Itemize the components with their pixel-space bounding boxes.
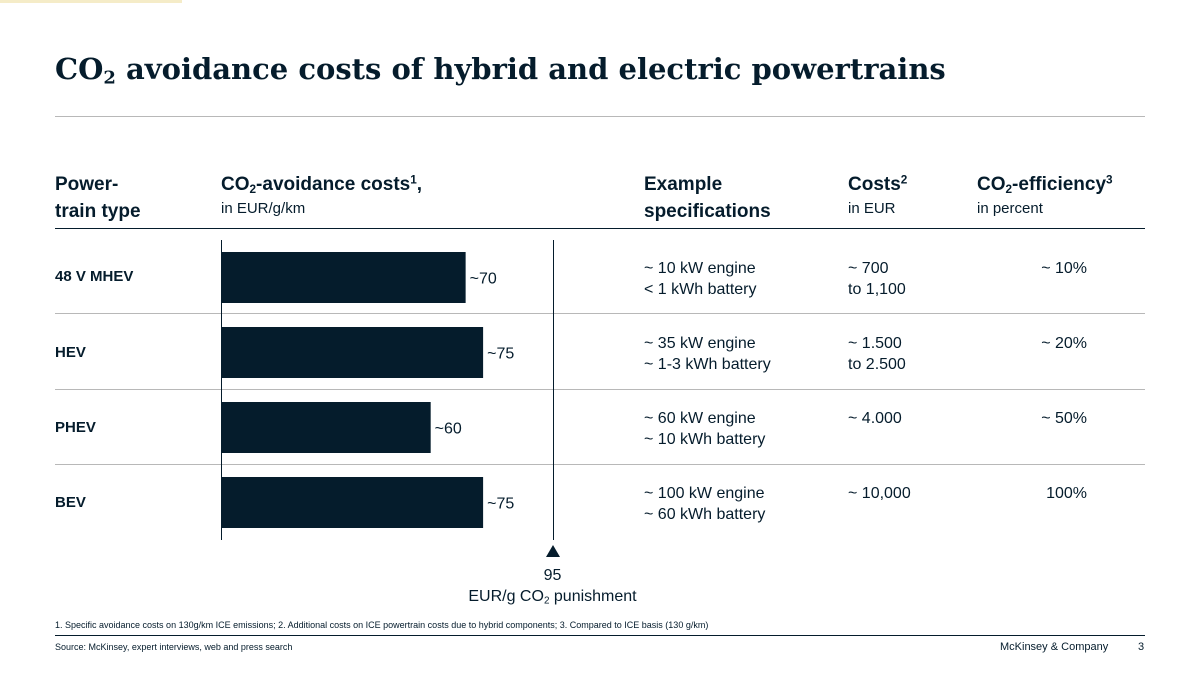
bar	[221, 327, 484, 378]
title-rule	[55, 116, 1145, 117]
bar-value-label: ~75	[487, 346, 514, 363]
row-label-bev: BEV	[55, 494, 86, 511]
bar-value-label: ~70	[470, 271, 497, 288]
bar	[221, 252, 466, 303]
triangle-marker-icon	[546, 545, 560, 557]
page-number: 3	[1138, 641, 1145, 653]
header-efficiency-unit: in percent	[977, 200, 1043, 217]
footer-rule	[55, 635, 1145, 636]
header-avoidance-unit: in EUR/g/km	[221, 200, 306, 217]
spec-cell: ~ 60 kW engine ~ 10 kWh battery	[644, 410, 766, 448]
bar-value-label: ~75	[487, 496, 514, 513]
row-label-phev: PHEV	[55, 419, 96, 436]
footnote: 1. Specific avoidance costs on 130g/km I…	[55, 620, 709, 630]
spec-cell: ~ 35 kW engine ~ 1-3 kWh battery	[644, 335, 771, 373]
accent-bar	[0, 0, 182, 3]
cost-cell: ~ 1.500 to 2.500	[848, 335, 906, 373]
bar	[221, 402, 431, 453]
spec-cell: ~ 100 kW engine ~ 60 kWh battery	[644, 485, 766, 523]
header-powertrain-type: Power- train type	[55, 174, 141, 222]
header-avoidance-costs: CO2-avoidance costs1, in EUR/g/km	[221, 171, 422, 220]
brand-name: McKinsey & Company	[1000, 641, 1109, 653]
cost-cell: ~ 4.000	[848, 410, 902, 427]
bar-value-label: ~60	[435, 421, 462, 438]
punishment-caption: EUR/g CO2 punishment	[468, 588, 637, 607]
cost-cell: ~ 10,000	[848, 485, 911, 502]
efficiency-cell: ~ 20%	[1041, 335, 1087, 352]
header-co2-efficiency: CO2-efficiency3 in percent	[977, 171, 1113, 220]
spec-cell: ~ 10 kW engine < 1 kWh battery	[644, 260, 757, 298]
efficiency-cell: 100%	[1046, 485, 1087, 502]
source-note: Source: McKinsey, expert interviews, web…	[55, 642, 293, 652]
bar	[221, 477, 484, 528]
row-separator	[55, 389, 1145, 390]
punishment-label: 95 EUR/g CO2 punishment	[440, 565, 665, 607]
row-separator	[55, 313, 1145, 314]
header-rule	[55, 228, 1145, 229]
header-costs: Costs2 in EUR	[848, 171, 907, 220]
efficiency-cell: ~ 10%	[1041, 260, 1087, 277]
punishment-value: 95	[543, 567, 562, 584]
row-label-mhev: 48 V MHEV	[55, 268, 134, 285]
efficiency-cell: ~ 50%	[1041, 410, 1087, 427]
page-title: CO2 avoidance costs of hybrid and electr…	[55, 52, 946, 89]
header-example-specifications: Example specifications	[644, 174, 771, 222]
row-label-hev: HEV	[55, 344, 86, 361]
cost-cell: ~ 700 to 1,100	[848, 260, 906, 298]
header-costs-unit: in EUR	[848, 200, 896, 217]
row-separator	[55, 464, 1145, 465]
